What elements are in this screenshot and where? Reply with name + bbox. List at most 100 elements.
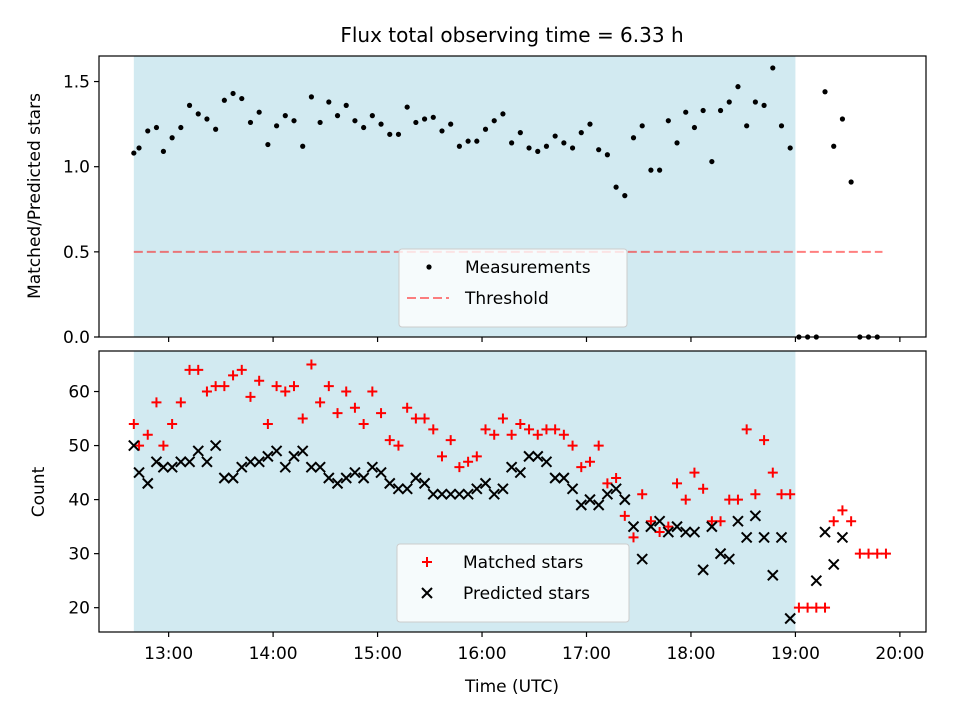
predicted-star-marker [244,456,257,468]
y-tick-label: 1.5 [63,73,90,93]
predicted-star-marker [128,439,140,452]
matched-star-marker [134,440,145,451]
predicted-star-marker [610,483,622,495]
predicted-star-marker [157,461,170,473]
y-tick-label: 0.5 [63,243,90,263]
x-tick-label: 19:00 [771,644,820,664]
measurement-point [326,99,332,105]
measurement-point [622,193,628,199]
measurement-point [239,95,245,102]
matched-star-marker [628,532,639,543]
matched-star-marker [550,424,561,435]
matched-star-marker [558,429,569,440]
matched-star-marker [567,440,578,451]
matched-star-marker [872,548,883,559]
measurement-point [361,124,367,131]
matched-star-marker [158,440,169,451]
measurement-point [613,184,619,190]
predicted-star-marker [253,456,265,468]
measurement-point [752,99,758,105]
matched-star-marker [689,467,700,478]
matched-star-marker [271,381,282,392]
matched-star-marker [863,548,874,559]
legend-label: Measurements [465,258,591,278]
measurement-point [395,131,402,137]
measurement-point [387,131,393,137]
predicted-star-marker [314,461,326,473]
matched-star-marker [680,494,691,505]
bottom-ylabel: Count [29,466,49,517]
matched-star-marker [846,516,857,527]
measurement-point [535,148,541,154]
measurement-point [700,107,706,114]
measurement-point [831,143,837,149]
matched-star-marker [236,364,247,375]
predicted-star-marker [444,488,457,500]
legend-measurement-swatch [426,264,432,270]
measurement-point [343,102,349,108]
matched-star-marker [663,521,674,532]
matched-star-marker [201,386,212,397]
measurement-point [291,118,297,124]
measurement-point [839,116,846,122]
matched-star-marker [315,397,326,408]
measurement-point [195,111,201,117]
measurement-point [308,94,315,100]
matched-star-marker [793,602,804,613]
predicted-star-marker [427,488,439,500]
predicted-star-marker [471,483,483,495]
predicted-star-marker [175,456,187,468]
matched-star-marker [489,429,500,440]
predicted-star-marker [810,574,823,587]
matched-star-marker [128,418,139,429]
measurement-point [230,90,236,97]
predicted-star-marker [133,466,145,479]
matched-star-marker [497,413,508,424]
axes-frame [98,55,927,338]
measurement-point [822,89,828,95]
matched-star-marker [280,386,291,397]
y-tick-label: 1.0 [63,158,90,178]
matched-star-marker [419,413,430,424]
matched-star-marker [341,386,352,397]
matched-star-marker [724,494,735,505]
predicted-star-marker [305,461,318,473]
predicted-star-marker [218,472,231,484]
predicted-star-marker [767,569,779,581]
matched-star-marker [619,510,630,521]
measurement-point [160,148,167,154]
matched-star-marker [167,418,178,429]
x-tick-label: 17:00 [562,644,611,664]
predicted-star-marker [497,483,509,495]
predicted-star-marker [192,445,204,457]
legend-label: Predicted stars [463,584,590,604]
matched-star-marker [393,440,404,451]
predicted-star-marker [392,483,405,495]
predicted-star-marker [714,547,727,560]
matched-star-marker [184,364,195,375]
x-axis-label: Time (UTC) [464,677,559,697]
predicted-star-marker [775,531,788,544]
predicted-star-marker [732,515,744,527]
predicted-star-marker [723,553,735,565]
predicted-star-marker [697,564,709,576]
predicted-star-marker [836,531,849,544]
measurement-point [448,121,454,127]
matched-star-marker [698,483,709,494]
predicted-star-marker [209,439,222,452]
predicted-star-marker [453,488,466,500]
predicted-star-marker [462,488,474,500]
predicted-star-marker [706,520,718,533]
predicted-star-marker [514,466,527,479]
matched-star-marker [358,418,369,429]
predicted-star-marker [680,526,692,538]
measurement-point [352,118,358,124]
measurement-point [178,124,184,131]
matched-star-marker [471,451,482,462]
matched-star-marker [323,381,334,392]
predicted-star-marker [645,520,657,533]
measurement-point [439,128,445,134]
predicted-star-marker [183,456,196,468]
x-tick-label: 18:00 [666,644,715,664]
measurement-point [578,130,584,136]
